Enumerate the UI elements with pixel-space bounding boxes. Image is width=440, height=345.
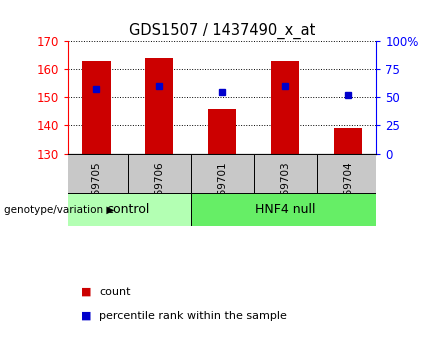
Text: genotype/variation ▶: genotype/variation ▶ <box>4 206 115 215</box>
Text: GSM69704: GSM69704 <box>343 161 353 218</box>
Text: count: count <box>99 287 131 296</box>
Text: HNF4 null: HNF4 null <box>255 203 315 216</box>
Text: control: control <box>106 203 150 216</box>
Bar <box>254 154 317 226</box>
Bar <box>145 58 173 154</box>
Bar <box>128 154 191 226</box>
Bar <box>191 193 380 226</box>
Text: percentile rank within the sample: percentile rank within the sample <box>99 311 287 321</box>
Text: ■: ■ <box>81 287 92 296</box>
Bar <box>191 154 254 226</box>
Bar <box>334 128 362 154</box>
Text: GSM69705: GSM69705 <box>92 161 101 218</box>
Bar <box>271 61 299 154</box>
Text: GSM69701: GSM69701 <box>217 161 227 218</box>
Title: GDS1507 / 1437490_x_at: GDS1507 / 1437490_x_at <box>129 22 315 39</box>
Bar <box>208 109 236 154</box>
Bar <box>65 154 128 226</box>
Bar <box>317 154 380 226</box>
Text: ■: ■ <box>81 311 92 321</box>
Bar <box>65 193 191 226</box>
Bar <box>82 61 110 154</box>
Text: GSM69703: GSM69703 <box>280 161 290 218</box>
Text: GSM69706: GSM69706 <box>154 161 164 218</box>
